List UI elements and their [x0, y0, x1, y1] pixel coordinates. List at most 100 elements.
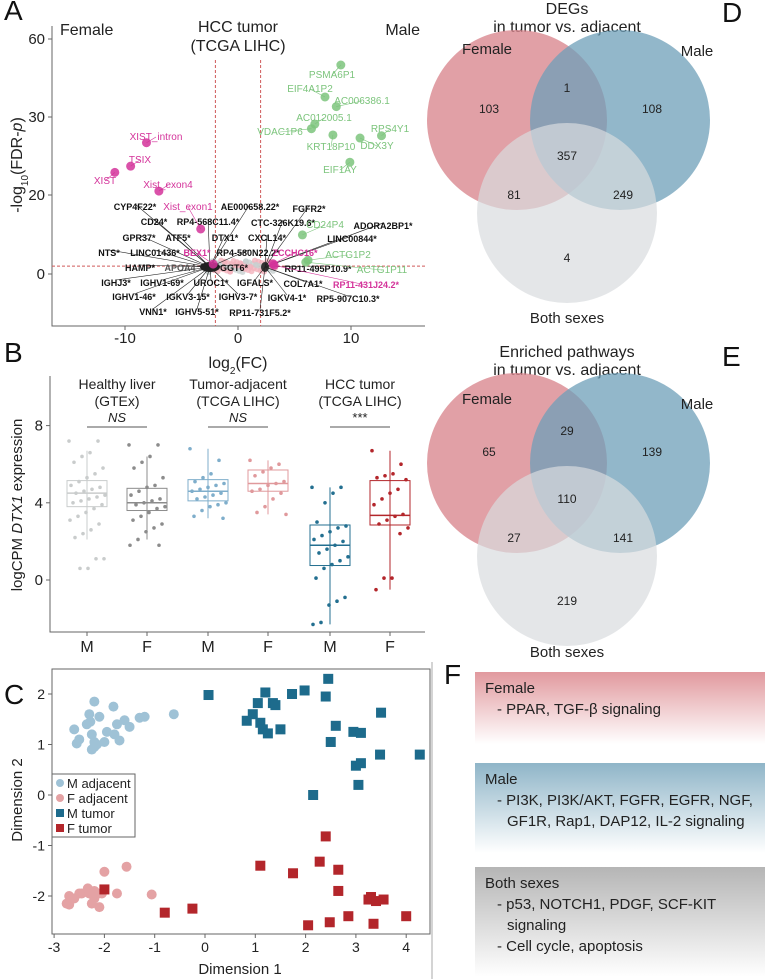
point-f-tumor: [255, 860, 266, 871]
panel-letter-f: F: [444, 659, 461, 690]
gene-label-male: PSMA6P1: [309, 70, 356, 81]
point-m-adjacent: [94, 711, 105, 722]
point-m-adjacent: [84, 709, 95, 720]
expression-point: [253, 473, 257, 478]
panel-letter-a: A: [4, 0, 23, 26]
significance-label: NS: [229, 410, 247, 425]
gene-label: VNN1*: [139, 307, 167, 317]
leader-line: [359, 137, 378, 147]
leader-line: [305, 261, 383, 271]
gene-label: COL7A1*: [283, 279, 323, 289]
point-f-adjacent: [121, 861, 132, 872]
expression-point: [157, 543, 161, 548]
expression-point: [217, 458, 221, 463]
x-tick-label: 1: [251, 939, 259, 955]
gene-label: RP4-568C11.4*: [177, 217, 240, 227]
expression-point: [221, 516, 225, 521]
gene-label-male: EIF1AY: [323, 165, 357, 176]
point-f-tumor: [368, 918, 379, 929]
leader-line: [154, 249, 211, 268]
expression-point: [385, 518, 389, 522]
expression-point: [250, 489, 254, 494]
point-f-tumor: [314, 856, 325, 867]
leader-line: [339, 162, 351, 171]
point-m-tumor: [287, 689, 298, 699]
legend: [51, 773, 136, 838]
volcano-point: [242, 258, 249, 265]
venn-set-label: Both sexes: [530, 644, 604, 661]
leader-line: [336, 100, 363, 107]
expression-point: [68, 518, 72, 522]
leader-line: [115, 266, 211, 281]
expression-point: [208, 504, 212, 509]
expression-point: [393, 514, 397, 519]
x-tick-label: 0: [201, 939, 209, 955]
expression-point: [192, 514, 196, 519]
leader-line: [161, 266, 211, 281]
expression-point: [255, 510, 259, 515]
expression-point: [140, 460, 144, 465]
box: [187, 479, 229, 502]
gene-label: FGFR2*: [292, 204, 326, 214]
point-m-tumor: [330, 720, 341, 731]
point-f-adjacent: [89, 885, 100, 896]
point-m-adjacent: [86, 729, 97, 740]
group-title: (TCGA LIHC): [196, 393, 279, 409]
point-f-adjacent: [146, 889, 157, 900]
gene-label-female: Xist_exon4: [143, 180, 193, 191]
expression-point: [396, 487, 400, 492]
point-f-tumor: [401, 911, 412, 922]
point-m-tumor: [260, 687, 271, 698]
expression-point: [136, 537, 140, 542]
y-tick-label: 60: [28, 31, 45, 48]
gene-label-male: KRT18P10: [307, 142, 356, 153]
expression-point: [319, 620, 323, 625]
point-m-adjacent: [89, 742, 100, 753]
point-m-tumor: [308, 790, 319, 800]
expression-point: [129, 493, 133, 497]
leader-line: [130, 159, 141, 167]
expression-point: [131, 518, 135, 522]
gene-label: IGFALS*: [237, 278, 274, 288]
expression-point: [92, 506, 96, 511]
expression-point: [317, 551, 321, 555]
leader-line: [264, 266, 349, 297]
point-f-adjacent: [111, 888, 122, 899]
volcano-point: [247, 263, 254, 270]
expression-point: [103, 493, 107, 497]
leader-line: [264, 266, 288, 296]
expression-point: [79, 499, 83, 503]
expression-point: [102, 556, 106, 561]
volcano-point: [220, 266, 227, 273]
expression-point: [132, 466, 136, 470]
xlabel-part: (FC): [235, 355, 267, 372]
sex-label: M: [80, 639, 93, 656]
leader-line: [179, 264, 211, 268]
expression-point: [399, 462, 403, 467]
point-m-tumor: [353, 779, 364, 790]
expression-point: [406, 526, 410, 530]
expression-point: [336, 526, 340, 530]
leader-line: [158, 184, 169, 192]
expression-point: [134, 502, 138, 507]
venn-set-label: Male: [681, 43, 714, 60]
point-m-adjacent: [101, 726, 112, 737]
expression-point: [320, 533, 324, 538]
legend-label: M tumor: [67, 806, 115, 821]
point-m-tumor: [376, 707, 387, 718]
gene-label-male: EIF4A1P2: [287, 84, 333, 95]
expression-point: [150, 499, 154, 503]
y-tick-label: 0: [35, 572, 43, 589]
venn-count-male-both: 141: [613, 531, 633, 545]
expression-point: [198, 487, 202, 492]
venn-count-both-only: 4: [564, 251, 571, 265]
panel-letter-d: D: [722, 0, 742, 28]
expression-point: [201, 475, 205, 480]
expression-point: [71, 501, 75, 505]
leader-line: [177, 234, 211, 268]
point-m-tumor: [255, 717, 266, 728]
venn-count-male-both: 249: [613, 188, 633, 202]
expression-point: [155, 506, 159, 511]
expression-point: [323, 501, 327, 505]
ylabel-italic: p: [9, 122, 26, 132]
